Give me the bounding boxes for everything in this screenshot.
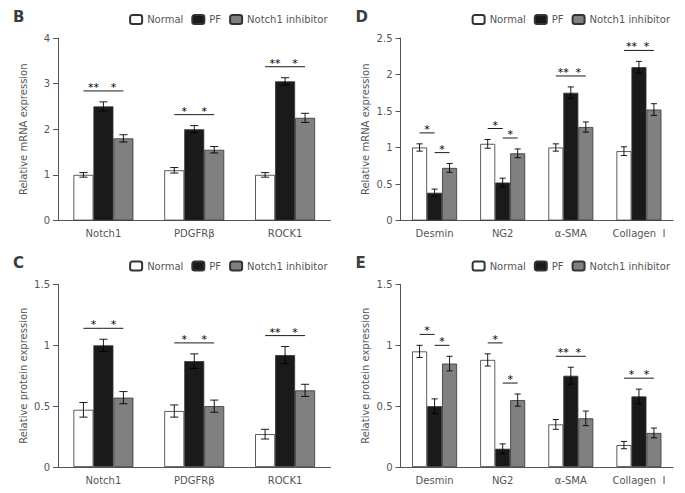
svg-text:*: * xyxy=(182,105,188,118)
svg-text:Relative mRNA expression: Relative mRNA expression xyxy=(18,63,29,195)
svg-text:1.5: 1.5 xyxy=(377,106,393,117)
svg-text:Relative protein expression: Relative protein expression xyxy=(360,308,371,444)
svg-text:PF: PF xyxy=(209,261,221,272)
svg-text:*: * xyxy=(111,81,117,94)
svg-text:**: ** xyxy=(626,40,638,53)
svg-text:3: 3 xyxy=(44,78,50,89)
svg-text:Desmin: Desmin xyxy=(416,228,454,239)
svg-text:Normal: Normal xyxy=(490,14,526,25)
svg-text:Normal: Normal xyxy=(490,261,526,272)
svg-text:1.5: 1.5 xyxy=(377,279,393,290)
svg-text:*: * xyxy=(439,335,445,348)
svg-text:Collagen I: Collagen I xyxy=(612,228,665,239)
svg-text:*: * xyxy=(629,368,635,381)
svg-text:PDGFRβ: PDGFRβ xyxy=(174,228,215,239)
svg-text:*: * xyxy=(111,318,117,331)
svg-text:*: * xyxy=(292,326,298,339)
svg-text:2.5: 2.5 xyxy=(377,33,393,44)
svg-text:*: * xyxy=(424,123,430,136)
svg-text:0: 0 xyxy=(44,215,50,226)
svg-text:Notch1 inhibitor: Notch1 inhibitor xyxy=(247,14,328,25)
svg-text:Normal: Normal xyxy=(147,14,183,25)
svg-text:**: ** xyxy=(270,326,282,339)
svg-text:PDGFRβ: PDGFRβ xyxy=(174,475,215,486)
svg-text:B: B xyxy=(13,8,24,26)
svg-text:PF: PF xyxy=(552,261,564,272)
svg-text:*: * xyxy=(292,57,298,70)
svg-text:*: * xyxy=(576,66,582,79)
svg-text:Collagen I: Collagen I xyxy=(612,475,665,486)
svg-text:Relative mRNA expression: Relative mRNA expression xyxy=(360,63,371,195)
svg-text:2: 2 xyxy=(386,69,392,80)
svg-text:4: 4 xyxy=(44,33,50,44)
svg-text:2: 2 xyxy=(44,124,50,135)
svg-text:ROCK1: ROCK1 xyxy=(268,475,303,486)
svg-text:**: ** xyxy=(270,57,282,70)
svg-text:ROCK1: ROCK1 xyxy=(268,228,303,239)
svg-text:Desmin: Desmin xyxy=(416,475,454,486)
svg-text:*: * xyxy=(576,346,582,359)
svg-text:E: E xyxy=(356,254,366,272)
svg-text:*: * xyxy=(492,333,498,346)
svg-text:1: 1 xyxy=(386,142,392,153)
svg-text:0.5: 0.5 xyxy=(377,179,393,190)
svg-text:Notch1 inhibitor: Notch1 inhibitor xyxy=(247,261,328,272)
svg-text:PF: PF xyxy=(209,14,221,25)
svg-text:*: * xyxy=(182,333,188,346)
svg-text:0: 0 xyxy=(386,215,392,226)
svg-text:0: 0 xyxy=(44,462,50,473)
svg-text:0.5: 0.5 xyxy=(34,401,50,412)
svg-text:D: D xyxy=(356,8,368,26)
svg-text:0: 0 xyxy=(386,462,392,473)
svg-text:*: * xyxy=(201,333,207,346)
svg-text:*: * xyxy=(644,40,650,53)
svg-text:*: * xyxy=(507,128,513,141)
svg-text:1: 1 xyxy=(386,340,392,351)
svg-text:*: * xyxy=(492,119,498,132)
svg-text:Notch1: Notch1 xyxy=(86,475,122,486)
svg-text:*: * xyxy=(644,368,650,381)
svg-text:**: ** xyxy=(558,346,570,359)
svg-text:NG2: NG2 xyxy=(492,228,514,239)
svg-text:1.5: 1.5 xyxy=(34,279,50,290)
svg-text:*: * xyxy=(201,105,207,118)
svg-text:NG2: NG2 xyxy=(492,475,514,486)
svg-text:*: * xyxy=(91,318,97,331)
svg-text:C: C xyxy=(13,254,24,272)
svg-text:0.5: 0.5 xyxy=(377,401,393,412)
svg-text:Notch1 inhibitor: Notch1 inhibitor xyxy=(590,261,671,272)
svg-text:*: * xyxy=(439,143,445,156)
svg-text:Notch1: Notch1 xyxy=(86,228,122,239)
svg-text:1: 1 xyxy=(44,169,50,180)
svg-text:α-SMA: α-SMA xyxy=(555,228,587,239)
svg-text:**: ** xyxy=(558,66,570,79)
svg-text:PF: PF xyxy=(552,14,564,25)
svg-text:*: * xyxy=(424,324,430,337)
svg-text:Relative protein expression: Relative protein expression xyxy=(18,308,29,444)
svg-text:α-SMA: α-SMA xyxy=(555,475,587,486)
svg-text:Notch1 inhibitor: Notch1 inhibitor xyxy=(590,14,671,25)
svg-text:**: ** xyxy=(88,81,100,94)
svg-text:*: * xyxy=(507,373,513,386)
svg-text:1: 1 xyxy=(44,340,50,351)
svg-text:Normal: Normal xyxy=(147,261,183,272)
